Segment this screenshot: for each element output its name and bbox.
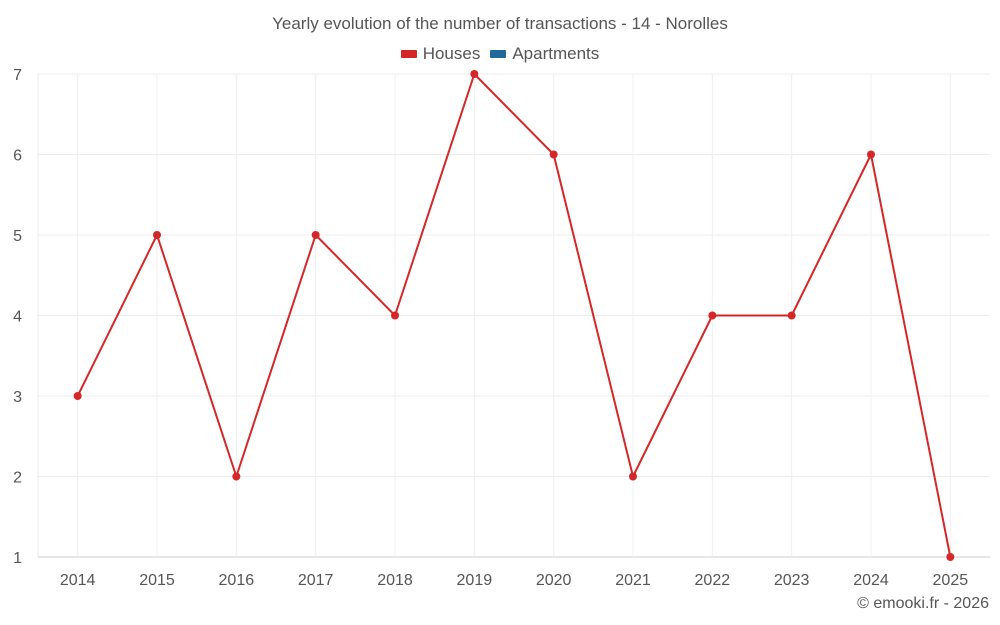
data-point[interactable] <box>311 231 320 239</box>
series-line-houses <box>76 73 952 558</box>
y-tick-label: 6 <box>13 148 22 165</box>
legend-label-apartments: Apartments <box>512 44 600 63</box>
x-tick-label: 2024 <box>853 572 889 589</box>
y-tick-label: 1 <box>13 550 22 567</box>
series-layer <box>73 70 955 561</box>
legend-label-houses: Houses <box>422 44 481 63</box>
data-point[interactable] <box>153 231 161 239</box>
x-tick-label: 2018 <box>377 572 413 589</box>
data-point[interactable] <box>787 311 796 320</box>
data-point[interactable] <box>946 553 955 561</box>
legend-swatch-apartments <box>490 50 507 58</box>
legend-item-houses[interactable]: Houses <box>400 44 481 64</box>
data-point[interactable] <box>867 150 875 159</box>
x-tick-label: 2021 <box>615 572 651 589</box>
grid <box>37 73 990 558</box>
x-tick-label: 2023 <box>774 572 810 589</box>
x-tick-label: 2015 <box>139 572 175 589</box>
chart-title: Yearly evolution of the number of transa… <box>272 14 728 33</box>
x-tick-label: 2022 <box>695 572 731 589</box>
legend-swatch-houses <box>400 50 417 58</box>
data-point[interactable] <box>629 472 637 481</box>
x-tick-label: 2025 <box>933 572 969 589</box>
y-tick-label: 5 <box>13 228 22 245</box>
data-point[interactable] <box>391 311 399 320</box>
axes: 1 2 3 4 5 6 7 2014 2015 2016 2017 2018 2019 2020 2021 2… <box>13 67 968 589</box>
y-tick-label: 3 <box>13 389 22 406</box>
y-tick-label: 4 <box>13 309 22 326</box>
data-point[interactable] <box>73 392 82 400</box>
x-tick-label: 2014 <box>60 572 96 589</box>
y-tick-label: 2 <box>13 470 22 487</box>
x-tick-label: 2016 <box>219 572 255 589</box>
legend-item-apartments[interactable]: Apartments <box>490 44 599 64</box>
data-point[interactable] <box>708 311 717 320</box>
x-tick-label: 2017 <box>298 572 334 589</box>
x-tick-label: 2019 <box>457 572 493 589</box>
data-point[interactable] <box>232 472 241 481</box>
data-point[interactable] <box>549 150 558 159</box>
x-tick-label: 2020 <box>536 572 572 589</box>
data-point[interactable] <box>470 70 479 78</box>
y-tick-label: 7 <box>13 67 22 84</box>
copyright-text: © emooki.fr - 2026 <box>857 595 989 612</box>
legend: Houses Apartments <box>0 44 1000 64</box>
